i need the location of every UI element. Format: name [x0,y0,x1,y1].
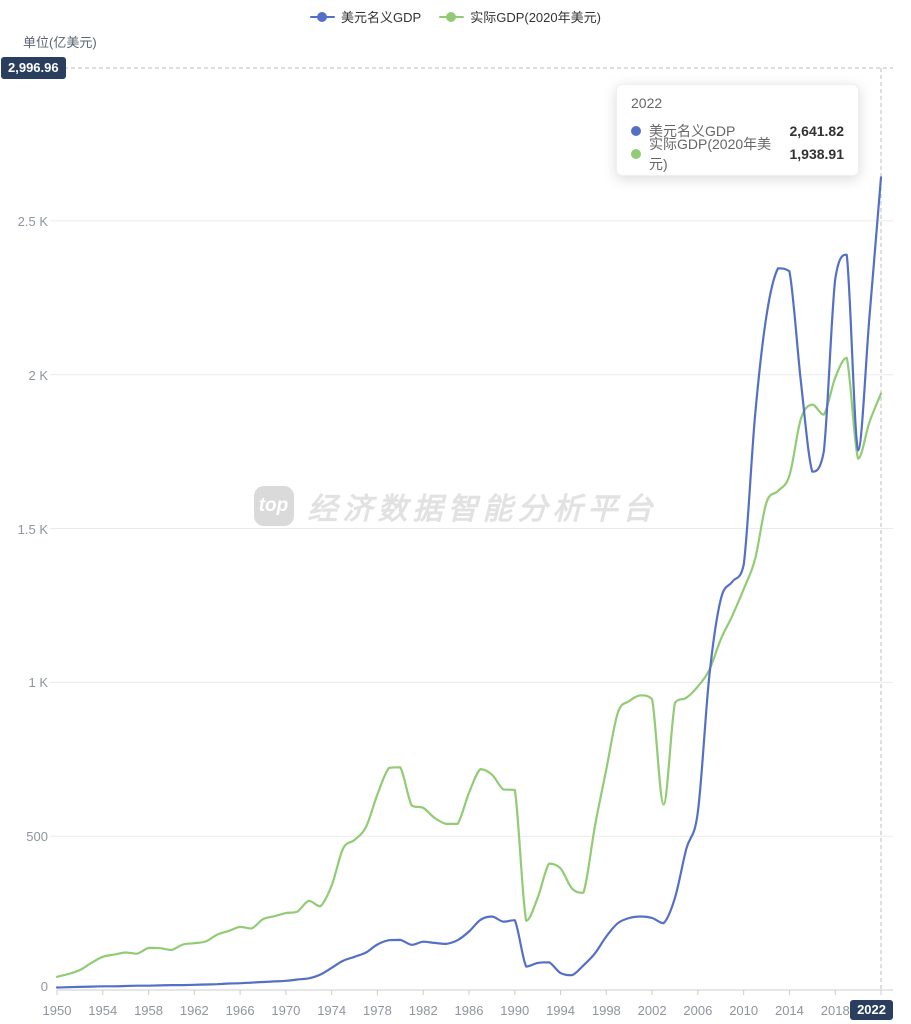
legend-label: 实际GDP(2020年美元) [470,10,601,25]
x-axis-label: 1978 [362,1003,392,1018]
series-dot-icon [631,148,641,159]
legend-item-real-gdp[interactable]: 实际GDP(2020年美元) [439,7,601,26]
legend-item-nominal-gdp[interactable]: 美元名义GDP [310,7,421,26]
y-axis-label: 0 [40,979,48,994]
x-axis-label: 1950 [42,1003,72,1018]
x-axis-label: 2014 [774,1003,804,1018]
x-axis-label: 1994 [546,1003,575,1018]
y-axis-label: 500 [26,829,48,845]
tooltip-series-label: 实际GDP(2020年美元) [649,135,772,172]
tooltip-series-label: 美元名义GDP [649,122,736,139]
x-axis-label: 2010 [729,1003,759,1018]
x-axis-label: 1966 [225,1003,255,1018]
series-line-real-gdp[interactable] [55,356,883,978]
tooltip-year: 2022 [631,95,663,111]
y-axis-label: 1 K [28,675,48,691]
x-axis-label: 1970 [271,1003,301,1018]
tooltip-row-real: 实际GDP(2020年美元) 1,938.91 [631,136,845,172]
chart-legend: 美元名义GDP 实际GDP(2020年美元) [0,7,911,26]
tooltip-series-value: 2,641.82 [789,122,845,139]
x-axis-label: 1974 [317,1003,347,1018]
tooltip-series-value: 1,938.91 [789,145,845,162]
x-axis-label: 2018 [820,1003,850,1018]
x-axis-label: 1958 [134,1003,163,1018]
line-series-icon [310,11,336,23]
x-axis-current-year-badge[interactable]: 2022 [850,1000,893,1020]
x-axis-label: 2006 [683,1003,713,1018]
max-value-badge: 2,996.96 [1,57,66,79]
line-series-icon [439,11,465,23]
series-line-nominal-gdp[interactable] [55,176,883,989]
x-axis-label: 1954 [88,1003,118,1018]
x-axis-label: 2002 [637,1003,667,1018]
y-axis-unit-label: 单位(亿美元) [23,35,97,50]
y-axis-label: 1.5 K [17,521,48,537]
legend-label: 美元名义GDP [341,10,422,25]
x-axis-label: 1962 [179,1003,209,1018]
chart-tooltip: 2022 美元名义GDP 2,641.82 实际GDP(2020年美元) 1,9… [616,84,859,176]
tooltip-row-nominal: 美元名义GDP 2,641.82 [631,119,844,142]
series-dot-icon [631,125,641,136]
x-axis-label: 1990 [500,1003,530,1018]
y-axis-label: 2 K [28,367,48,383]
x-axis-label: 1982 [408,1003,438,1018]
x-axis-label: 1986 [454,1003,484,1018]
y-axis-label: 2.5 K [17,213,48,229]
x-axis-label: 1998 [591,1003,621,1018]
